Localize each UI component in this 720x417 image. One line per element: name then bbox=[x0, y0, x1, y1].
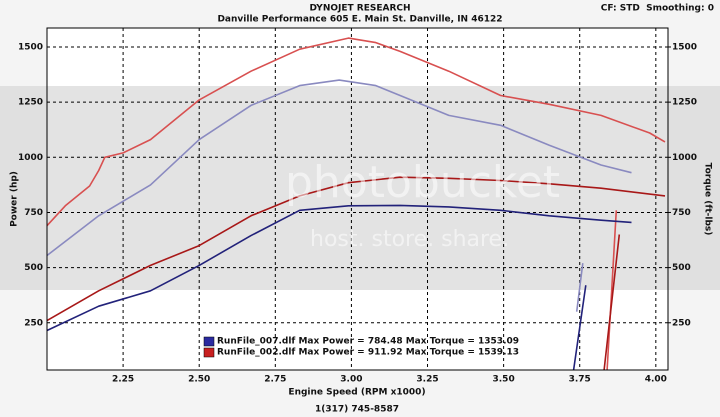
y-axis-label: Power (hp) bbox=[10, 171, 20, 227]
legend-label: RunFile_002.dlf Max Power = 911.92 Max T… bbox=[217, 348, 519, 358]
series-line bbox=[46, 79, 632, 312]
y2-tick-label: 1000 bbox=[672, 153, 697, 163]
watermark-sub: host. store. share. bbox=[310, 227, 509, 252]
settings: CF: STD Smoothing: 0 bbox=[601, 4, 714, 14]
y2-tick-label: 1500 bbox=[672, 42, 697, 52]
y-tick-label: 250 bbox=[24, 318, 43, 328]
x-tick-label: 3.00 bbox=[340, 375, 362, 385]
x-tick-label: 2.25 bbox=[112, 375, 134, 385]
watermark: photobucket bbox=[285, 157, 560, 208]
series-line bbox=[46, 204, 632, 371]
plot-border bbox=[46, 27, 669, 371]
footer: 1(317) 745-8587 bbox=[315, 405, 399, 415]
chart-title: Danville Performance 605 E. Main St. Dan… bbox=[217, 15, 502, 25]
y-tick-label: 1250 bbox=[18, 98, 43, 108]
legend-swatch bbox=[203, 347, 215, 358]
y2-tick-label: 250 bbox=[672, 318, 691, 328]
y2-tick-label: 750 bbox=[672, 208, 691, 218]
y-tick-label: 1000 bbox=[18, 153, 43, 163]
y2-tick-label: 1250 bbox=[672, 98, 697, 108]
x-tick-label: 3.75 bbox=[569, 375, 591, 385]
x-axis-label: Engine Speed (RPM x1000) bbox=[288, 388, 425, 398]
y2-tick-label: 500 bbox=[672, 263, 691, 273]
header: DYNOJET RESEARCH bbox=[309, 4, 410, 14]
y-tick-label: 1500 bbox=[18, 42, 43, 52]
x-tick-label: 3.50 bbox=[493, 375, 515, 385]
x-tick-label: 3.25 bbox=[416, 375, 438, 385]
series-line bbox=[46, 37, 666, 371]
lines bbox=[46, 37, 666, 371]
series-line bbox=[46, 176, 666, 371]
x-tick-label: 2.50 bbox=[188, 375, 210, 385]
y-tick-label: 500 bbox=[24, 263, 43, 273]
y-tick-label: 750 bbox=[24, 208, 43, 218]
x-tick-label: 2.75 bbox=[264, 375, 286, 385]
grid bbox=[47, 28, 668, 370]
x-tick-label: 4.00 bbox=[645, 375, 667, 385]
legend-swatch bbox=[203, 336, 215, 347]
legend-label: RunFile_007.dlf Max Power = 784.48 Max T… bbox=[217, 337, 519, 347]
y2-axis-label: Torque (ft-lbs) bbox=[703, 163, 713, 236]
